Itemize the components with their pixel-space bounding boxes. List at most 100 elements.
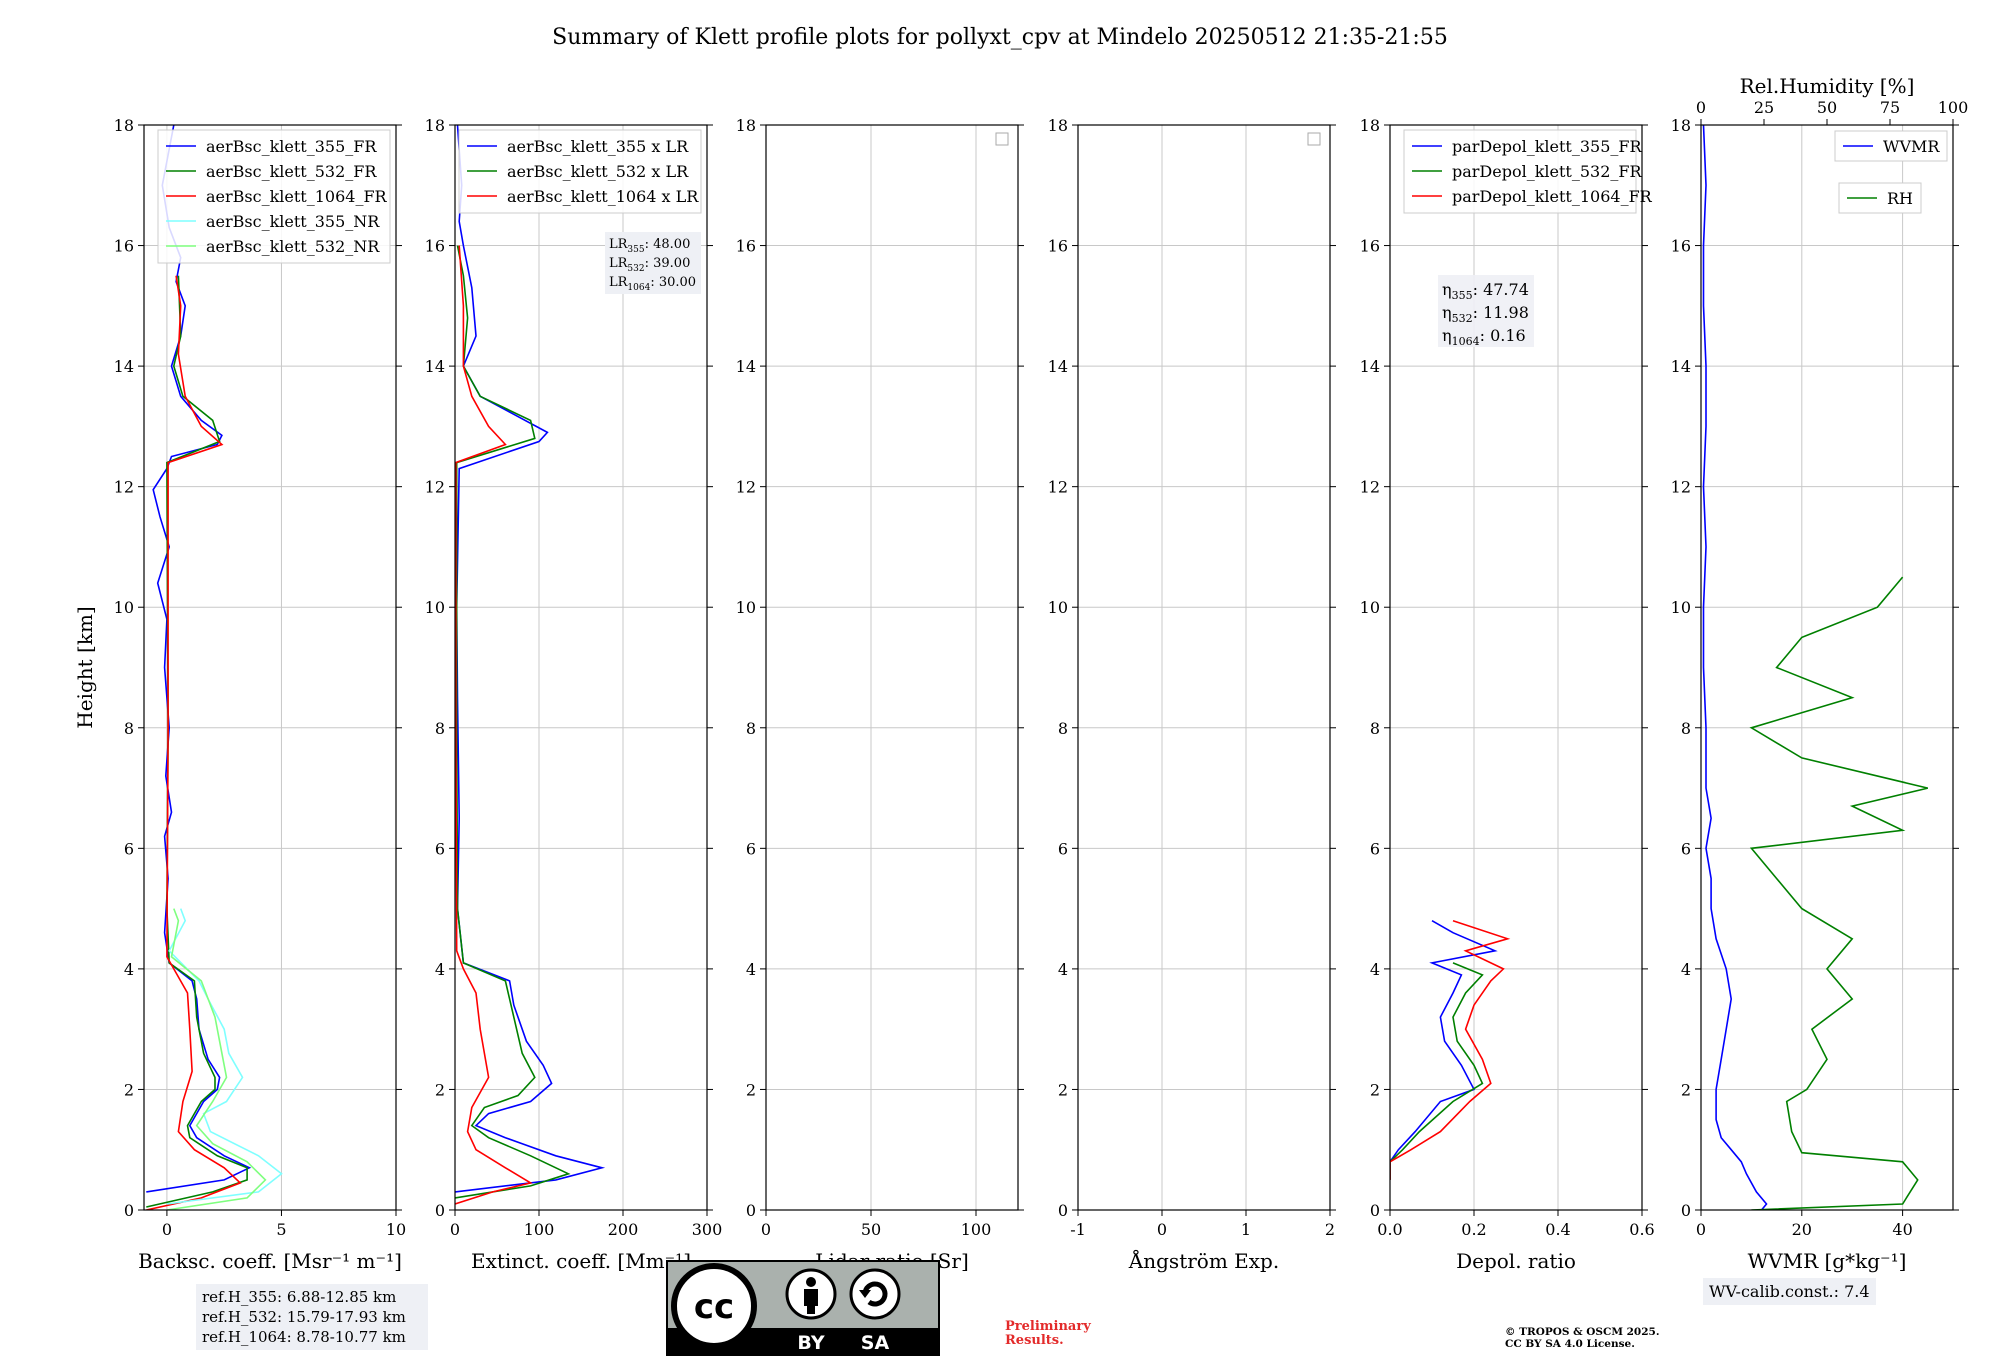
empty-legend — [995, 132, 1009, 146]
y-tick-label: 18 — [114, 116, 134, 135]
legend-label: aerBsc_klett_532_NR — [206, 237, 380, 256]
legend-label: RH — [1887, 189, 1913, 208]
series-line-parDepol_klett_532_FR — [1390, 962, 1484, 1180]
y-tick-label: 12 — [1048, 478, 1068, 497]
annotation-line: η1064: 0.16 — [1442, 326, 1526, 348]
license-sa-label: SA — [861, 1332, 890, 1354]
x-tick-label: 0.4 — [1545, 1220, 1570, 1239]
x-tick-label: 0 — [162, 1220, 172, 1239]
series-line-aerBsc_klett_1064 x LR — [455, 245, 533, 1205]
series-line-parDepol_klett_355_FR — [1390, 920, 1498, 1180]
plot-frame — [143, 124, 397, 1211]
x-tick-label: 50 — [861, 1220, 881, 1239]
x-axis-label: Extinct. coeff. [Mm⁻¹] — [471, 1249, 691, 1273]
annotation-bg — [605, 232, 701, 294]
legend-label: aerBsc_klett_532_FR — [206, 162, 377, 181]
series-line-aerBsc_klett_1064_FR — [146, 275, 242, 1210]
legend-box — [157, 129, 391, 264]
y-tick-label: 10 — [114, 598, 134, 617]
x2-tick-label: 100 — [1938, 98, 1969, 117]
legend-label: aerBsc_klett_355_NR — [206, 212, 380, 231]
y-tick-label: 0 — [435, 1201, 445, 1220]
y-tick-label: 4 — [124, 960, 134, 979]
x-tick-label: 5 — [276, 1220, 286, 1239]
y-tick-label: 10 — [425, 598, 445, 617]
plot-frame — [454, 124, 708, 1211]
x2-tick-label: 25 — [1754, 98, 1774, 117]
x-tick-label: 0 — [1696, 1220, 1706, 1239]
y-tick-label: 10 — [1671, 598, 1691, 617]
panel-lr: 050100024681012141618Lidar ratio [Sr] — [736, 116, 1024, 1273]
y-tick-label: 0 — [1370, 1201, 1380, 1220]
annotation-line: LR355: 48.00 — [609, 237, 690, 255]
y-tick-label: 16 — [1048, 237, 1068, 256]
series-line-WVMR — [1702, 125, 1768, 1210]
legend-label: parDepol_klett_355_FR — [1452, 137, 1643, 156]
legend-label: aerBsc_klett_1064_FR — [206, 187, 388, 206]
series-group — [1390, 919, 1511, 1180]
series-line-aerBsc_klett_355_NR — [166, 908, 283, 1205]
x2-axis-label: Rel.Humidity [%] — [1740, 74, 1915, 98]
x-axis-label: WVMR [g*kg⁻¹] — [1748, 1249, 1907, 1273]
x-axis-label: Backsc. coeff. [Msr⁻¹ m⁻¹] — [138, 1249, 402, 1273]
legend-box — [458, 129, 702, 214]
y-tick-label: 8 — [1370, 719, 1380, 738]
y-tick-label: 12 — [114, 478, 134, 497]
series-line-aerBsc_klett_532 x LR — [455, 245, 571, 1199]
wv-calibration-box: WV-calib.const.: 7.4 — [1703, 1278, 1876, 1305]
y-tick-label: 8 — [124, 719, 134, 738]
legend-label: aerBsc_klett_355 x LR — [507, 137, 689, 156]
x-tick-label: 0.2 — [1461, 1220, 1486, 1239]
series-line-aerBsc_klett_355 x LR — [455, 125, 606, 1193]
y-tick-label: 0 — [1058, 1201, 1068, 1220]
ref-height-1064: ref.H_1064: 8.78-10.77 km — [202, 1328, 406, 1346]
x2-tick-label: 0 — [1696, 98, 1706, 117]
y-tick-label: 6 — [435, 839, 445, 858]
x-tick-label: 0 — [450, 1220, 460, 1239]
y-tick-label: 6 — [1681, 839, 1691, 858]
x2-tick-label: 75 — [1880, 98, 1900, 117]
y-tick-label: 0 — [1681, 1201, 1691, 1220]
y-tick-label: 16 — [1671, 237, 1691, 256]
y-tick-label: 18 — [1360, 116, 1380, 135]
series-line-RH — [1749, 576, 1928, 1210]
copyright-line-2: CC BY SA 4.0 License. — [1505, 1338, 1635, 1350]
y-tick-label: 4 — [746, 960, 756, 979]
x-tick-label: 0.6 — [1629, 1220, 1654, 1239]
y-tick-label: 0 — [746, 1201, 756, 1220]
y-tick-label: 14 — [114, 357, 134, 376]
y-tick-label: 2 — [435, 1080, 445, 1099]
x-axis-label: Ångström Exp. — [1128, 1248, 1279, 1273]
y-tick-label: 14 — [1671, 357, 1691, 376]
y-tick-label: 10 — [736, 598, 756, 617]
panel-bsc: 0 5 10 0 2 4 6 8 10 12 14 16 18 Backsc. coeff. [Msr⁻¹… — [73, 116, 406, 1273]
y-tick-label: 14 — [736, 357, 756, 376]
legend-box — [1403, 129, 1637, 214]
svg-text:cc: cc — [694, 1287, 734, 1327]
preliminary-line-1: Preliminary — [1005, 1319, 1091, 1334]
x-tick-label: -1 — [1070, 1220, 1086, 1239]
legend-label: aerBsc_klett_355_FR — [206, 137, 377, 156]
sa-share-alike-icon — [849, 1268, 901, 1320]
y-tick-label: 16 — [114, 237, 134, 256]
x-tick-label: 0 — [1157, 1220, 1167, 1239]
y-tick-label: 2 — [746, 1080, 756, 1099]
annotation-line: LR532: 39.00 — [609, 256, 690, 274]
preliminary-results-note: Preliminary Results. — [1005, 1320, 1091, 1348]
legend: aerBsc_klett_355_FR aerBsc_klett_532_FRae… — [157, 129, 391, 264]
copyright-note: © TROPOS & OSCM 2025. CC BY SA 4.0 Licen… — [1505, 1326, 1660, 1350]
x-tick-label: 10 — [386, 1220, 406, 1239]
figure-title: Summary of Klett profile plots for polly… — [552, 25, 1448, 50]
x-tick-label: 0.0 — [1377, 1220, 1402, 1239]
y-tick-label: 2 — [1370, 1080, 1380, 1099]
x-tick-label: 200 — [608, 1220, 639, 1239]
annotation-line: LR1064: 30.00 — [609, 275, 696, 293]
ref-height-355: ref.H_355: 6.88-12.85 km — [202, 1288, 397, 1306]
y-tick-label: 18 — [1671, 116, 1691, 135]
y-tick-label: 6 — [1058, 839, 1068, 858]
x-tick-label: 0 — [761, 1220, 771, 1239]
legend: aerBsc_klett_355 x LR aerBsc_klett_532 x … — [458, 129, 702, 214]
legend: parDepol_klett_355_FR parDepol_klett_532_… — [1403, 129, 1653, 214]
y-tick-label: 4 — [1370, 960, 1380, 979]
